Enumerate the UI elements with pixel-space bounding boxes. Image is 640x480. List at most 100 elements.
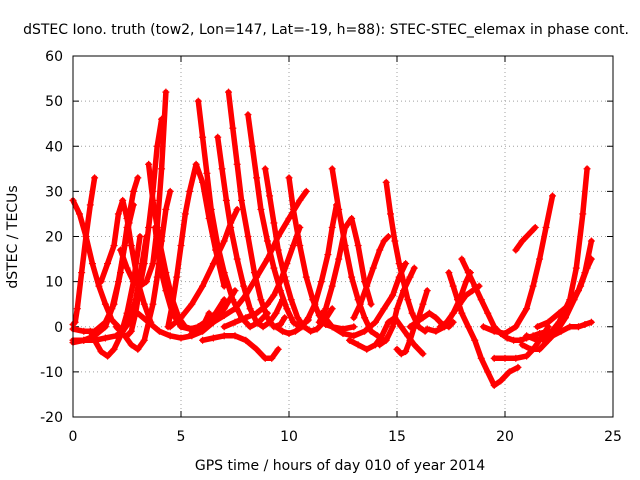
data-point-marker [259, 323, 267, 331]
data-point-marker [112, 323, 120, 331]
data-point-marker [110, 345, 118, 353]
data-point-marker [145, 318, 153, 326]
data-point-marker [348, 214, 356, 222]
data-point-marker [505, 368, 513, 376]
data-point-marker [242, 314, 250, 322]
data-point-marker [285, 330, 293, 338]
data-point-marker [449, 309, 457, 317]
data-point-marker [363, 282, 371, 290]
x-tick-label: 0 [69, 429, 78, 445]
data-point-marker [270, 219, 278, 227]
series-arc-41 [512, 223, 539, 254]
data-point-marker [279, 327, 287, 335]
data-point-marker [423, 325, 431, 333]
data-point-marker [501, 330, 509, 338]
data-point-marker [173, 273, 181, 281]
data-point-marker [276, 278, 284, 286]
data-point-marker [345, 336, 353, 344]
series-arc-21 [166, 205, 241, 331]
data-point-marker [110, 242, 118, 250]
series-arc-40 [479, 192, 557, 338]
data-point-marker [168, 300, 176, 308]
data-point-marker [477, 354, 485, 362]
series-arc-23 [220, 223, 304, 331]
data-point-marker [229, 124, 237, 132]
y-tick-label: 40 [45, 139, 63, 155]
data-point-marker [104, 260, 112, 268]
data-point-marker [129, 187, 137, 195]
data-point-marker [153, 142, 161, 150]
data-point-marker [220, 332, 228, 340]
data-point-marker [199, 133, 207, 141]
data-point-marker [91, 336, 99, 344]
y-tick-label: 60 [45, 49, 63, 65]
data-point-marker [518, 237, 526, 245]
data-point-marker [203, 169, 211, 177]
data-point-marker [257, 205, 265, 213]
data-point-marker [510, 336, 518, 344]
data-point-marker [268, 354, 276, 362]
data-point-marker [458, 255, 466, 263]
data-point-marker [229, 296, 237, 304]
data-point-marker [283, 305, 291, 313]
data-point-marker [205, 309, 213, 317]
data-point-marker [311, 300, 319, 308]
data-point-marker [561, 314, 569, 322]
data-point-marker [220, 311, 228, 319]
data-point-marker [317, 309, 325, 317]
data-point-marker [302, 187, 310, 195]
data-point-marker [145, 223, 153, 231]
series-arc-25 [272, 201, 341, 338]
x-tick-label: 20 [496, 429, 514, 445]
data-point-marker [101, 318, 109, 326]
data-point-marker [192, 160, 200, 168]
data-point-marker [240, 282, 248, 290]
x-tick-label: 25 [604, 429, 622, 445]
data-point-marker [281, 314, 289, 322]
data-point-marker [574, 323, 582, 331]
series-line [446, 269, 521, 389]
data-point-marker [270, 291, 278, 299]
data-point-marker [151, 223, 159, 231]
data-point-marker [101, 300, 109, 308]
data-point-marker [199, 178, 207, 186]
data-point-marker [289, 242, 297, 250]
data-point-marker [233, 255, 241, 263]
data-point-marker [140, 260, 148, 268]
data-point-marker [549, 332, 557, 340]
data-point-marker [134, 345, 142, 353]
data-point-marker [80, 327, 88, 335]
data-point-marker [142, 278, 150, 286]
series-line [262, 166, 335, 335]
data-point-marker [134, 174, 142, 182]
data-point-marker [253, 309, 261, 317]
data-point-marker [389, 291, 397, 299]
y-tick-label: -10 [40, 365, 63, 381]
data-point-marker [86, 327, 94, 335]
data-point-marker [529, 282, 537, 290]
data-point-marker [104, 352, 112, 360]
data-point-marker [242, 336, 250, 344]
data-point-marker [149, 300, 157, 308]
data-point-marker [378, 332, 386, 340]
data-point-marker [127, 242, 135, 250]
data-point-marker [341, 223, 349, 231]
data-point-marker [177, 242, 185, 250]
data-point-marker [579, 210, 587, 218]
data-point-marker [285, 214, 293, 222]
data-point-marker [136, 282, 144, 290]
data-point-marker [261, 165, 269, 173]
data-point-marker [95, 282, 103, 290]
data-point-marker [384, 318, 392, 326]
data-point-marker [397, 350, 405, 358]
data-point-marker [266, 192, 274, 200]
data-point-marker [199, 325, 207, 333]
data-point-marker [127, 327, 135, 335]
data-point-marker [285, 174, 293, 182]
data-point-marker [335, 205, 343, 213]
data-point-marker [412, 318, 420, 326]
data-point-marker [350, 314, 358, 322]
data-point-marker [382, 336, 390, 344]
data-point-marker [166, 187, 174, 195]
